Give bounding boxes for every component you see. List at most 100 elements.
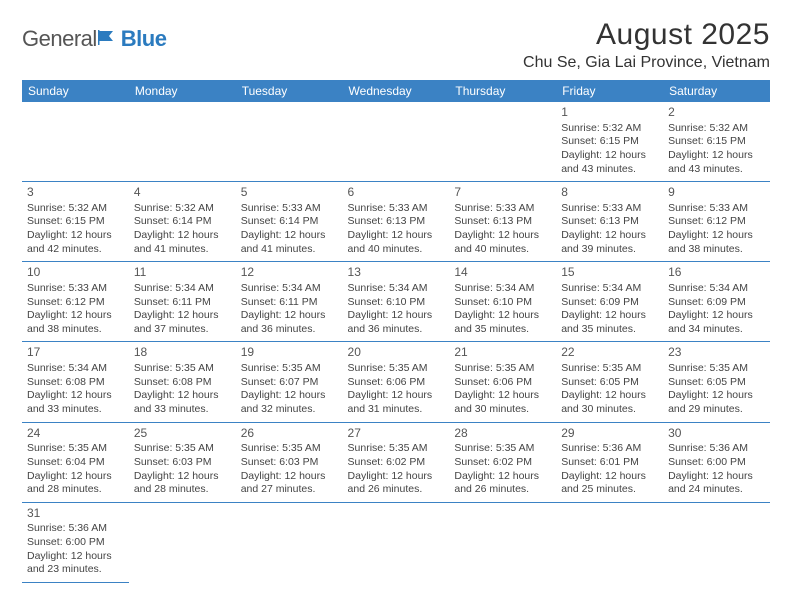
- daylight-label: Daylight:: [668, 309, 709, 321]
- sunrise-label: Sunrise:: [134, 202, 173, 214]
- sunset-label: Sunset:: [561, 296, 597, 308]
- sunrise-line: Sunrise: 5:35 AM: [241, 362, 338, 376]
- daylight-label: Daylight:: [134, 389, 175, 401]
- sunrise-line: Sunrise: 5:35 AM: [348, 442, 445, 456]
- sunrise-line: Sunrise: 5:35 AM: [561, 362, 658, 376]
- daylight-line: Daylight: 12 hours and 30 minutes.: [454, 389, 551, 416]
- calendar-cell: 17Sunrise: 5:34 AMSunset: 6:08 PMDayligh…: [22, 342, 129, 422]
- calendar-cell: [343, 102, 450, 182]
- sunset-label: Sunset:: [134, 456, 170, 468]
- day-number: 10: [27, 265, 124, 281]
- weekday-header: Monday: [129, 80, 236, 102]
- calendar-row: 10Sunrise: 5:33 AMSunset: 6:12 PMDayligh…: [22, 262, 770, 342]
- sunrise-line: Sunrise: 5:35 AM: [454, 362, 551, 376]
- daylight-line: Daylight: 12 hours and 25 minutes.: [561, 470, 658, 497]
- daylight-label: Daylight:: [668, 389, 709, 401]
- calendar-cell: [343, 502, 450, 582]
- sunset-label: Sunset:: [27, 296, 63, 308]
- calendar-cell: [22, 102, 129, 182]
- sunset-value: 6:09 PM: [707, 296, 746, 308]
- day-number: 3: [27, 185, 124, 201]
- daylight-line: Daylight: 12 hours and 36 minutes.: [241, 309, 338, 336]
- day-number: 9: [668, 185, 765, 201]
- sunset-line: Sunset: 6:15 PM: [27, 215, 124, 229]
- daylight-label: Daylight:: [134, 309, 175, 321]
- daylight-line: Daylight: 12 hours and 33 minutes.: [134, 389, 231, 416]
- day-number: 11: [134, 265, 231, 281]
- sunrise-value: 5:34 AM: [710, 282, 749, 294]
- day-number: 21: [454, 345, 551, 361]
- calendar-row: 17Sunrise: 5:34 AMSunset: 6:08 PMDayligh…: [22, 342, 770, 422]
- calendar-cell: 12Sunrise: 5:34 AMSunset: 6:11 PMDayligh…: [236, 262, 343, 342]
- sunset-value: 6:06 PM: [386, 376, 425, 388]
- calendar-cell: 26Sunrise: 5:35 AMSunset: 6:03 PMDayligh…: [236, 422, 343, 502]
- daylight-line: Daylight: 12 hours and 28 minutes.: [134, 470, 231, 497]
- calendar-cell: 14Sunrise: 5:34 AMSunset: 6:10 PMDayligh…: [449, 262, 556, 342]
- day-number: 31: [27, 506, 124, 522]
- sunset-label: Sunset:: [348, 376, 384, 388]
- daylight-label: Daylight:: [561, 149, 602, 161]
- sunrise-value: 5:34 AM: [68, 362, 107, 374]
- daylight-line: Daylight: 12 hours and 28 minutes.: [27, 470, 124, 497]
- sunset-value: 6:13 PM: [493, 215, 532, 227]
- daylight-label: Daylight:: [668, 470, 709, 482]
- sunset-line: Sunset: 6:09 PM: [668, 296, 765, 310]
- sunrise-label: Sunrise:: [241, 362, 280, 374]
- day-number: 1: [561, 105, 658, 121]
- sunset-value: 6:11 PM: [279, 296, 317, 308]
- sunset-line: Sunset: 6:11 PM: [241, 296, 338, 310]
- daylight-label: Daylight:: [454, 470, 495, 482]
- sunset-value: 6:03 PM: [279, 456, 318, 468]
- day-number: 17: [27, 345, 124, 361]
- sunrise-label: Sunrise:: [27, 202, 66, 214]
- sunset-line: Sunset: 6:02 PM: [454, 456, 551, 470]
- sunrise-line: Sunrise: 5:34 AM: [561, 282, 658, 296]
- daylight-line: Daylight: 12 hours and 30 minutes.: [561, 389, 658, 416]
- daylight-label: Daylight:: [27, 229, 68, 241]
- calendar-cell: 31Sunrise: 5:36 AMSunset: 6:00 PMDayligh…: [22, 502, 129, 582]
- day-number: 7: [454, 185, 551, 201]
- daylight-label: Daylight:: [454, 229, 495, 241]
- sunset-label: Sunset:: [241, 456, 277, 468]
- sunrise-value: 5:35 AM: [175, 362, 214, 374]
- sunset-label: Sunset:: [668, 456, 704, 468]
- calendar-cell: [449, 502, 556, 582]
- sunrise-line: Sunrise: 5:34 AM: [348, 282, 445, 296]
- daylight-line: Daylight: 12 hours and 43 minutes.: [561, 149, 658, 176]
- sunset-label: Sunset:: [134, 296, 170, 308]
- sunrise-label: Sunrise:: [454, 202, 493, 214]
- sunset-line: Sunset: 6:07 PM: [241, 376, 338, 390]
- sunset-line: Sunset: 6:15 PM: [668, 135, 765, 149]
- daylight-label: Daylight:: [348, 309, 389, 321]
- title-block: August 2025 Chu Se, Gia Lai Province, Vi…: [523, 18, 770, 72]
- sunset-line: Sunset: 6:12 PM: [668, 215, 765, 229]
- daylight-label: Daylight:: [241, 309, 282, 321]
- sunrise-value: 5:36 AM: [710, 442, 749, 454]
- sunset-value: 6:10 PM: [493, 296, 532, 308]
- calendar-cell: 22Sunrise: 5:35 AMSunset: 6:05 PMDayligh…: [556, 342, 663, 422]
- sunrise-value: 5:35 AM: [496, 442, 535, 454]
- weekday-header: Saturday: [663, 80, 770, 102]
- calendar-cell: 6Sunrise: 5:33 AMSunset: 6:13 PMDaylight…: [343, 182, 450, 262]
- sunrise-line: Sunrise: 5:36 AM: [27, 522, 124, 536]
- sunset-line: Sunset: 6:12 PM: [27, 296, 124, 310]
- calendar-cell: 24Sunrise: 5:35 AMSunset: 6:04 PMDayligh…: [22, 422, 129, 502]
- sunset-label: Sunset:: [241, 296, 277, 308]
- daylight-line: Daylight: 12 hours and 24 minutes.: [668, 470, 765, 497]
- day-number: 30: [668, 426, 765, 442]
- sunrise-value: 5:34 AM: [282, 282, 321, 294]
- sunrise-line: Sunrise: 5:34 AM: [27, 362, 124, 376]
- calendar-cell: 1Sunrise: 5:32 AMSunset: 6:15 PMDaylight…: [556, 102, 663, 182]
- sunrise-label: Sunrise:: [27, 522, 66, 534]
- calendar-cell: 25Sunrise: 5:35 AMSunset: 6:03 PMDayligh…: [129, 422, 236, 502]
- daylight-label: Daylight:: [454, 389, 495, 401]
- sunrise-value: 5:32 AM: [710, 122, 749, 134]
- sunrise-label: Sunrise:: [668, 362, 707, 374]
- sunrise-line: Sunrise: 5:35 AM: [27, 442, 124, 456]
- sunset-value: 6:04 PM: [66, 456, 105, 468]
- day-number: 2: [668, 105, 765, 121]
- sunset-value: 6:00 PM: [707, 456, 746, 468]
- daylight-label: Daylight:: [27, 550, 68, 562]
- day-number: 15: [561, 265, 658, 281]
- daylight-line: Daylight: 12 hours and 36 minutes.: [348, 309, 445, 336]
